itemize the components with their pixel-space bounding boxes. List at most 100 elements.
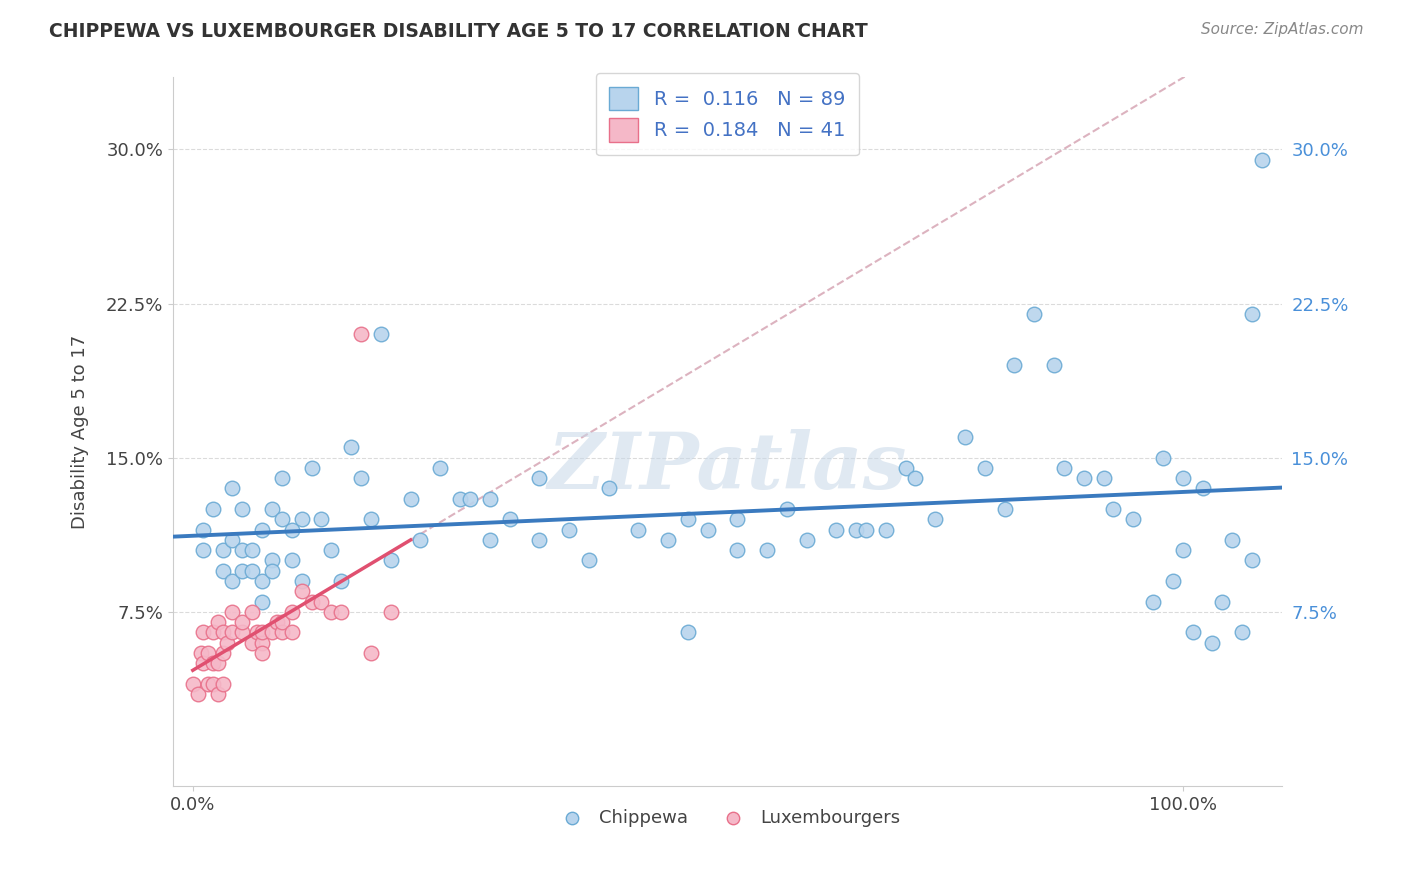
Point	[266, 615, 288, 629]
Point	[529, 533, 551, 547]
Point	[1152, 450, 1174, 465]
Point	[270, 625, 292, 640]
Point	[953, 430, 976, 444]
Point	[578, 553, 600, 567]
Point	[311, 594, 333, 608]
Point	[221, 625, 243, 640]
Point	[211, 677, 233, 691]
Point	[211, 543, 233, 558]
Point	[207, 687, 229, 701]
Point	[755, 543, 778, 558]
Point	[696, 523, 718, 537]
Point	[260, 625, 283, 640]
Point	[894, 461, 917, 475]
Point	[260, 502, 283, 516]
Point	[291, 584, 314, 599]
Point	[240, 564, 263, 578]
Point	[250, 574, 273, 588]
Point	[231, 625, 253, 640]
Point	[191, 523, 214, 537]
Point	[231, 564, 253, 578]
Point	[250, 635, 273, 649]
Point	[250, 646, 273, 660]
Point	[221, 482, 243, 496]
Point	[627, 523, 650, 537]
Point	[330, 574, 353, 588]
Point	[498, 512, 520, 526]
Point	[240, 543, 263, 558]
Point	[201, 656, 224, 670]
Point	[221, 533, 243, 547]
Point	[270, 615, 292, 629]
Point	[676, 512, 699, 526]
Point	[190, 646, 212, 660]
Point	[340, 441, 363, 455]
Point	[1191, 482, 1213, 496]
Point	[924, 512, 946, 526]
Point	[240, 635, 263, 649]
Point	[191, 656, 214, 670]
Point	[380, 605, 402, 619]
Point	[221, 605, 243, 619]
Point	[1201, 635, 1223, 649]
Point	[246, 625, 269, 640]
Point	[676, 625, 699, 640]
Point	[725, 543, 748, 558]
Point	[1161, 574, 1184, 588]
Point	[1043, 358, 1066, 372]
Point	[211, 625, 233, 640]
Point	[725, 512, 748, 526]
Point	[250, 594, 273, 608]
Point	[1004, 358, 1026, 372]
Point	[1092, 471, 1115, 485]
Point	[1230, 625, 1253, 640]
Point	[973, 461, 995, 475]
Point	[1142, 594, 1164, 608]
Point	[360, 646, 382, 660]
Point	[855, 523, 877, 537]
Point	[796, 533, 818, 547]
Point	[321, 605, 343, 619]
Point	[1251, 153, 1274, 167]
Point	[776, 502, 799, 516]
Point	[291, 512, 314, 526]
Point	[270, 471, 292, 485]
Point	[360, 512, 382, 526]
Point	[1053, 461, 1076, 475]
Point	[281, 625, 304, 640]
Point	[217, 635, 239, 649]
Point	[1102, 502, 1125, 516]
Point	[478, 533, 501, 547]
Point	[191, 543, 214, 558]
Point	[250, 523, 273, 537]
Point	[201, 502, 224, 516]
Point	[529, 471, 551, 485]
Point	[370, 327, 392, 342]
Point	[207, 615, 229, 629]
Point	[201, 677, 224, 691]
Point	[1024, 307, 1046, 321]
Point	[380, 553, 402, 567]
Point	[181, 677, 204, 691]
Point	[197, 646, 219, 660]
Point	[281, 605, 304, 619]
Point	[197, 677, 219, 691]
Point	[291, 574, 314, 588]
Point	[845, 523, 868, 537]
Point	[657, 533, 679, 547]
Point	[1073, 471, 1095, 485]
Point	[260, 564, 283, 578]
Point	[330, 605, 353, 619]
Point	[458, 491, 481, 506]
Text: ZIPatlas: ZIPatlas	[548, 429, 907, 506]
Point	[399, 491, 422, 506]
Point	[350, 327, 373, 342]
Point	[1240, 307, 1263, 321]
Point	[1122, 512, 1144, 526]
Point	[1211, 594, 1233, 608]
Point	[211, 564, 233, 578]
Point	[350, 471, 373, 485]
Legend: Chippewa, Luxembourgers: Chippewa, Luxembourgers	[547, 802, 908, 834]
Point	[201, 625, 224, 640]
Point	[231, 615, 253, 629]
